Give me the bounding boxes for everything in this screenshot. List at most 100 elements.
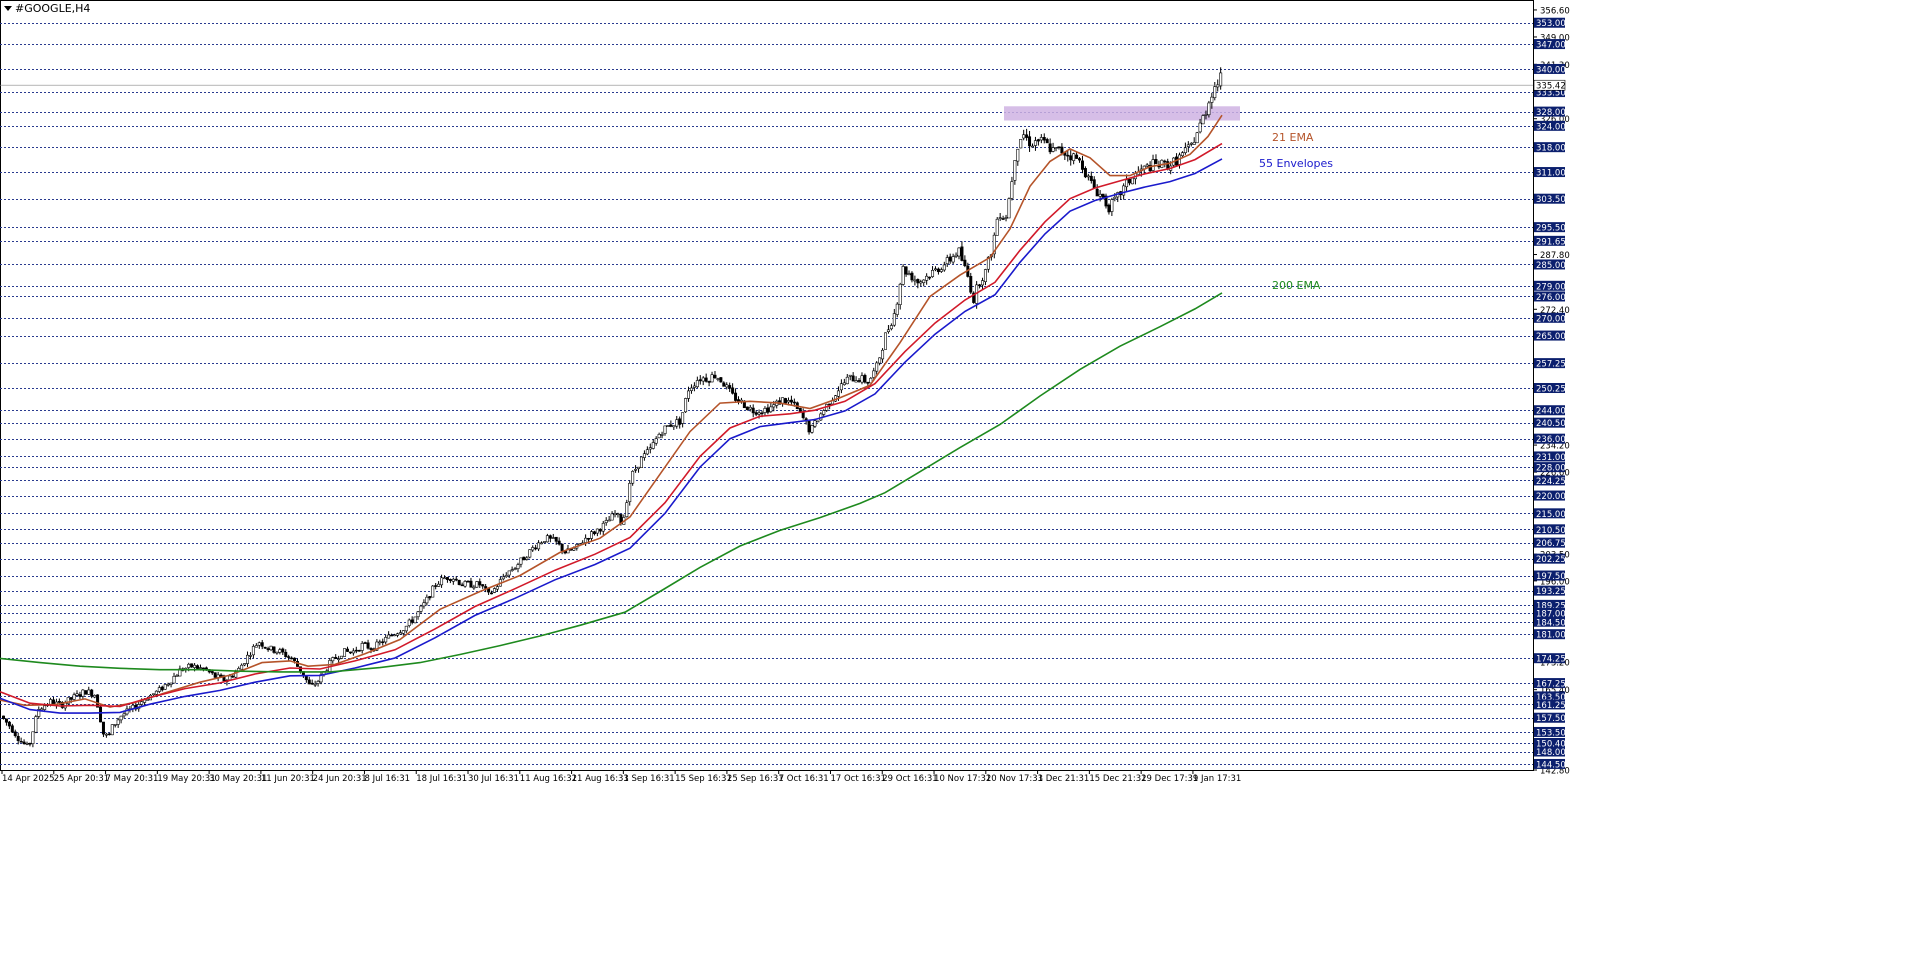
- price-axis: 356.60349.00341.30326.00287.80272.40234.…: [0, 0, 1570, 777]
- axis-tick-label: 356.60: [1540, 6, 1570, 16]
- price-level-tag: [1534, 405, 1565, 416]
- candle-bull: [642, 453, 646, 458]
- candle-bull: [228, 675, 232, 681]
- candle-bull: [901, 266, 905, 285]
- candle-bear: [481, 584, 485, 587]
- candle-bull: [113, 724, 117, 726]
- time-label: 17 Oct 16:31: [830, 774, 885, 784]
- price-level-tag: [1534, 120, 1565, 131]
- candle-bull: [507, 570, 511, 576]
- candle-bull: [331, 657, 335, 662]
- candle-bull: [407, 619, 411, 626]
- symbol-title[interactable]: #GOOGLE,H4: [4, 2, 90, 15]
- candle-bear: [1128, 178, 1132, 184]
- candle-bear: [792, 401, 796, 404]
- candle-bull: [951, 256, 955, 263]
- candle-bull: [442, 577, 446, 580]
- candle-bear: [190, 663, 194, 668]
- candle-bull: [1098, 193, 1102, 197]
- time-label: 10 Nov 17:31: [934, 774, 991, 784]
- candle-bull: [939, 269, 943, 272]
- time-label: 11 Jun 20:31: [261, 774, 315, 784]
- candle-bear: [22, 741, 26, 744]
- candle-bear: [1001, 218, 1005, 220]
- candle-bear: [90, 689, 94, 697]
- candle-bull: [1210, 96, 1214, 103]
- candle-bull: [243, 663, 247, 666]
- price-level-tag: [1534, 653, 1565, 664]
- time-label: 15 Sep 16:31: [675, 774, 732, 784]
- candle-bear: [1095, 188, 1099, 197]
- candle-bull: [81, 689, 85, 697]
- resistance-zone: [1004, 106, 1240, 121]
- candle-bull: [431, 585, 435, 598]
- candle-bull: [31, 731, 35, 744]
- price-level-label: 202.25: [1536, 555, 1566, 565]
- candle-bear: [828, 403, 832, 406]
- candle-bull: [913, 279, 917, 282]
- candle-bull: [628, 482, 632, 503]
- indicator-series: [0, 114, 1223, 714]
- price-level-label: 193.25: [1536, 587, 1566, 597]
- candle-bull: [998, 217, 1002, 219]
- candle-bear: [490, 592, 494, 595]
- price-level-label: 167.25: [1536, 680, 1566, 690]
- candle-bull: [878, 357, 882, 364]
- candle-bull: [416, 611, 420, 618]
- candle-bull: [639, 456, 643, 468]
- candle-bear: [1028, 136, 1032, 147]
- price-level-tag: [1534, 712, 1565, 723]
- price-level-tag: [1534, 235, 1565, 246]
- candle-bull: [1198, 122, 1202, 133]
- price-level-label: 148.00: [1536, 748, 1566, 758]
- candle-bear: [766, 407, 770, 413]
- candle-bear: [434, 585, 438, 587]
- price-level-tag: [1534, 63, 1565, 74]
- price-level-tag: [1534, 358, 1565, 369]
- plot-frame: [0, 0, 1534, 771]
- price-level-label: 328.00: [1536, 108, 1566, 118]
- candle-bear: [784, 398, 788, 404]
- candle-bear: [534, 547, 538, 550]
- candle-bear: [904, 266, 908, 275]
- price-level-label: 291.65: [1536, 237, 1566, 247]
- price-level-label: 224.25: [1536, 477, 1566, 487]
- candle-bull: [919, 281, 923, 284]
- candle-bull: [37, 709, 41, 717]
- price-level-label: 311.00: [1536, 169, 1566, 179]
- candle-bull: [954, 254, 958, 257]
- candle-bull: [66, 697, 70, 704]
- candle-bear: [972, 292, 976, 303]
- price-level-label: 228.00: [1536, 464, 1566, 474]
- candle-bull: [1031, 145, 1035, 148]
- candle-bull: [313, 683, 317, 686]
- candle-bull: [634, 468, 638, 471]
- price-level-tag: [1534, 691, 1565, 702]
- candle-bear: [201, 667, 205, 670]
- candle-bull: [1207, 102, 1211, 116]
- price-level-tag: [1534, 678, 1565, 689]
- price-level-tag: [1534, 570, 1565, 581]
- candle-bear: [557, 540, 561, 545]
- candle-bear: [936, 268, 940, 273]
- candle-bear: [310, 682, 314, 685]
- price-level-tag: [1534, 746, 1565, 757]
- axis-tick-label: 287.80: [1540, 251, 1570, 261]
- candle-bear: [969, 276, 973, 293]
- candle-bull: [645, 449, 649, 455]
- candle-bull: [1033, 140, 1037, 146]
- candle-bear: [354, 649, 358, 652]
- candle-bull: [942, 264, 946, 271]
- time-label: 3 Sep 16:31: [623, 774, 674, 784]
- candle-bull: [672, 425, 676, 428]
- candle-bull: [839, 383, 843, 391]
- candle-bull: [631, 470, 635, 484]
- candle-bear: [745, 406, 749, 410]
- candle-bull: [675, 419, 679, 427]
- candle-bear: [460, 584, 464, 587]
- candle-bear: [1, 715, 6, 720]
- candle-bull: [398, 632, 402, 635]
- price-level-tag: [1534, 193, 1565, 204]
- candle-bull: [895, 303, 899, 315]
- candle-bull: [401, 630, 405, 634]
